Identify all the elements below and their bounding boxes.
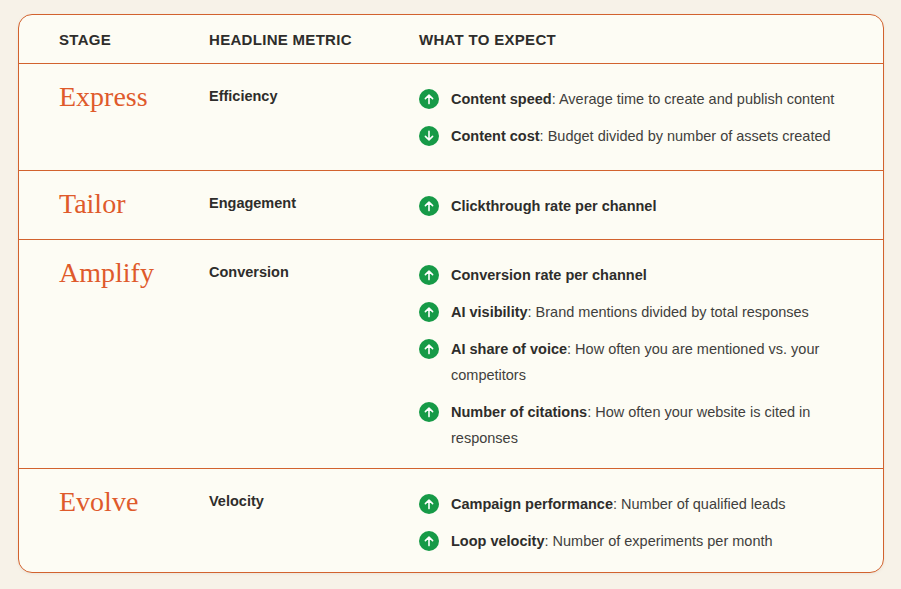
expectation-label: AI share of voice [451, 341, 567, 357]
expectation-label: Loop velocity [451, 533, 544, 549]
expectation-label: Campaign performance [451, 496, 613, 512]
expectation-text: Conversion rate per channel [451, 262, 647, 288]
column-header-expect: WHAT TO EXPECT [419, 31, 843, 48]
expectation-item: Conversion rate per channel [419, 262, 843, 288]
expectation-description: : Number of qualified leads [613, 496, 786, 512]
expectation-text: Number of citations: How often your webs… [451, 399, 843, 451]
expectation-item: Content cost: Budget divided by number o… [419, 123, 843, 149]
stage-name: Evolve [59, 487, 209, 566]
expectation-text: Content cost: Budget divided by number o… [451, 123, 831, 149]
expectation-description: : Average time to create and publish con… [552, 91, 835, 107]
table-row: Express Efficiency Content speed: Averag… [19, 64, 883, 171]
expectation-label: AI visibility [451, 304, 528, 320]
expectation-item: Loop velocity: Number of experiments per… [419, 528, 843, 554]
stages-table: STAGE HEADLINE METRIC WHAT TO EXPECT Exp… [18, 14, 884, 573]
expectation-item: AI share of voice: How often you are men… [419, 336, 843, 388]
expectation-text: Content speed: Average time to create an… [451, 86, 834, 112]
table-body: Express Efficiency Content speed: Averag… [19, 64, 883, 572]
expectation-description: : Number of experiments per month [544, 533, 772, 549]
expectation-item: Campaign performance: Number of qualifie… [419, 491, 843, 517]
table-row: Tailor Engagement Clickthrough rate per … [19, 171, 883, 240]
expectation-item: Content speed: Average time to create an… [419, 86, 843, 112]
trend-up-icon [419, 339, 439, 359]
trend-up-icon [419, 302, 439, 322]
headline-metric: Engagement [209, 193, 419, 233]
expectation-text: AI share of voice: How often you are men… [451, 336, 843, 388]
trend-up-icon [419, 494, 439, 514]
expectation-text: AI visibility: Brand mentions divided by… [451, 299, 809, 325]
expectation-list: Content speed: Average time to create an… [419, 86, 843, 164]
expectation-item: AI visibility: Brand mentions divided by… [419, 299, 843, 325]
stage-name: Express [59, 82, 209, 164]
trend-up-icon [419, 196, 439, 216]
expectation-list: Campaign performance: Number of qualifie… [419, 491, 843, 566]
trend-up-icon [419, 531, 439, 551]
trend-up-icon [419, 265, 439, 285]
expectation-description: : Budget divided by number of assets cre… [540, 128, 831, 144]
expectation-description: : Brand mentions divided by total respon… [528, 304, 809, 320]
expectation-label: Content cost [451, 128, 540, 144]
expectation-label: Number of citations [451, 404, 587, 420]
expectation-label: Clickthrough rate per channel [451, 198, 656, 214]
expectation-label: Content speed [451, 91, 552, 107]
headline-metric: Efficiency [209, 86, 419, 164]
column-header-metric: HEADLINE METRIC [209, 31, 419, 48]
table-row: Evolve Velocity Campaign performance: Nu… [19, 469, 883, 572]
expectation-item: Number of citations: How often your webs… [419, 399, 843, 451]
stage-name: Amplify [59, 258, 209, 462]
expectation-list: Conversion rate per channel AI visibilit… [419, 262, 843, 462]
column-header-stage: STAGE [59, 31, 209, 48]
expectation-text: Clickthrough rate per channel [451, 193, 656, 219]
trend-up-icon [419, 402, 439, 422]
expectation-text: Campaign performance: Number of qualifie… [451, 491, 785, 517]
expectation-label: Conversion rate per channel [451, 267, 647, 283]
headline-metric: Velocity [209, 491, 419, 566]
expectation-list: Clickthrough rate per channel [419, 193, 843, 233]
expectation-item: Clickthrough rate per channel [419, 193, 843, 219]
table-header-row: STAGE HEADLINE METRIC WHAT TO EXPECT [19, 15, 883, 64]
stage-name: Tailor [59, 189, 209, 233]
trend-up-icon [419, 89, 439, 109]
expectation-text: Loop velocity: Number of experiments per… [451, 528, 773, 554]
table-row: Amplify Conversion Conversion rate per c… [19, 240, 883, 469]
trend-down-icon [419, 126, 439, 146]
headline-metric: Conversion [209, 262, 419, 462]
